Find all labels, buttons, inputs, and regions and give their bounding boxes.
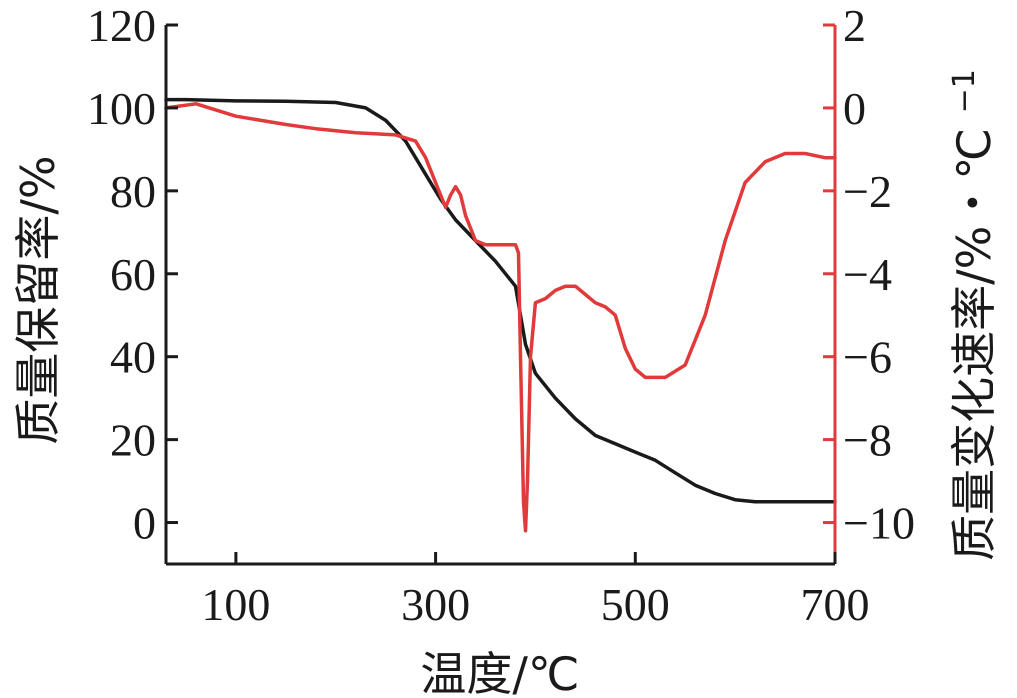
y-left-tick-label: 0 [133,498,156,549]
series-layer [164,97,837,533]
y-left-tick-label: 20 [110,415,156,466]
y-left-tick-label: 100 [87,83,156,134]
y-left-tick-label: 120 [87,0,156,51]
x-tick-label: 700 [801,579,870,630]
y-right-tick-label: −8 [843,415,892,466]
axes-layer [164,25,837,566]
y-right-tick-label: 2 [843,0,866,51]
y-left-tick-label: 80 [110,166,156,217]
tga-mass-line [164,97,837,504]
y-right-tick-label: −6 [843,332,892,383]
y-right-tick-label: −10 [843,498,915,549]
x-tick-label: 500 [601,579,670,630]
y-axis-right-title-superscript: −1 [947,69,982,113]
y-axis-right-title: 质量变化速率/%・℃ −1 [947,69,1001,561]
y-axis-right-title-main: 质量变化速率/%・℃ [947,128,1001,561]
y-axis-left-title: 质量保留率/% [11,155,65,444]
x-tick-label: 100 [201,579,270,630]
x-axis-title: 温度/℃ [420,647,579,698]
y-right-tick-label: −4 [843,249,892,300]
y-left-tick-label: 40 [110,332,156,383]
x-tick-label: 300 [401,579,470,630]
y-right-tick-label: 0 [843,83,866,134]
y-right-tick-label: −2 [843,166,892,217]
ticks-layer: 100 300 500 700 0 20 40 60 80 100 120 −10 −8 −6 −4 −2 0 2 [87,0,915,630]
y-left-tick-label: 60 [110,249,156,300]
dtg-rate-line [164,102,837,533]
